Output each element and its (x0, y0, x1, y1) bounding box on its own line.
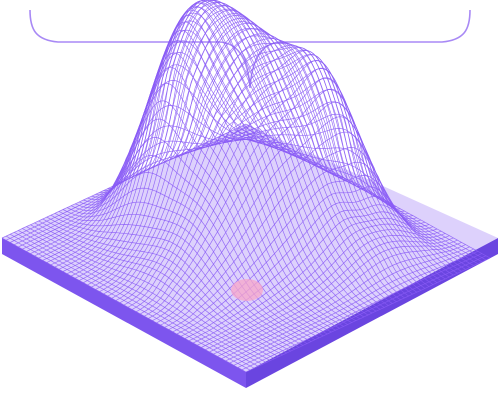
slab-top-face (2, 124, 498, 372)
bracket-connector (30, 10, 470, 88)
pink-highlight (231, 279, 263, 301)
terrain-wireframe-mesh (2, 0, 498, 372)
